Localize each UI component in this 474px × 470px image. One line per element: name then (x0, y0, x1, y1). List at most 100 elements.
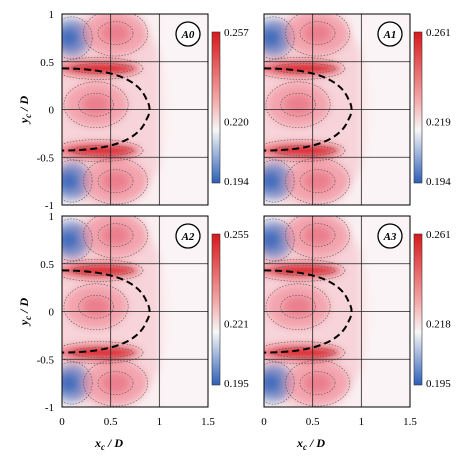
contour (299, 371, 336, 395)
cylinder-outline (263, 67, 353, 152)
cylinder-outline (61, 269, 151, 354)
y-tick-label: 0.5 (40, 57, 54, 69)
x-tick-label: 0 (261, 416, 267, 428)
y-axis-symbol: y (17, 117, 31, 125)
panel-tag: A3 (383, 231, 397, 243)
plot-frame (263, 13, 411, 206)
x-tick-label: 0.5 (306, 416, 320, 428)
contour (62, 139, 144, 162)
contour (285, 157, 350, 205)
colorbar: 0.255 0.221 0.195 (211, 229, 249, 390)
contour (83, 157, 148, 205)
contour (285, 216, 350, 259)
y-axis-sub: c (23, 316, 33, 320)
x-axis-symbol: x (94, 436, 101, 450)
grid-lines (62, 14, 208, 205)
low-core (264, 171, 281, 191)
contour (97, 223, 134, 247)
colorbar-label: 0.218 (426, 319, 451, 331)
contour (97, 169, 134, 193)
high-lobe-core (81, 94, 111, 116)
high-band-core (272, 63, 337, 74)
contour (264, 16, 295, 60)
contour (264, 341, 346, 364)
high-lobe-core (81, 296, 111, 318)
plot-frame (61, 215, 209, 408)
y-tick-label: -0.5 (37, 152, 55, 164)
x-axis-symbol: x (296, 436, 303, 450)
high-band-core (272, 265, 337, 276)
contour (97, 21, 134, 45)
contour (299, 169, 336, 193)
plot-frame (263, 215, 411, 408)
contour (264, 218, 295, 262)
contour (264, 57, 346, 80)
low-core (62, 230, 79, 250)
high-band-core (272, 347, 337, 358)
high-lobe-core (100, 22, 131, 44)
colorbar-bar (413, 31, 423, 184)
y-axis-rest: / D (17, 298, 31, 316)
colorbar: 0.261 0.218 0.195 (413, 229, 451, 390)
low-core (264, 373, 281, 393)
colorbar-label: 0.255 (224, 229, 249, 241)
cylinder-outline (61, 67, 151, 152)
contour (83, 14, 148, 57)
contour (62, 159, 93, 203)
panel-A3: A3 0 0.5 1 1.5 xc / D 0.261 0.218 0.195 (261, 215, 451, 452)
contour (299, 21, 336, 45)
high-lobe-core (302, 372, 333, 394)
contour (264, 361, 295, 405)
high-lobe-core (302, 224, 333, 246)
contour (78, 92, 114, 117)
high-lobe-core (283, 296, 313, 318)
x-tick-label: 0 (59, 416, 65, 428)
colorbar-label: 0.194 (224, 176, 249, 188)
high-lobe-core (302, 22, 333, 44)
panel-A0: A0 1 0.5 0 -0.5 -1 yc / D 0.257 0.220 0.194 (17, 9, 249, 212)
high-lobe-core (100, 170, 131, 192)
contour (63, 283, 129, 330)
cylinder-outline (263, 269, 353, 354)
contour-lines (62, 216, 148, 407)
contour (265, 283, 331, 330)
panel-tag: A1 (383, 29, 397, 41)
contour (285, 359, 350, 407)
contour (62, 259, 144, 282)
panel-tag: A0 (181, 29, 195, 41)
contour (71, 63, 134, 74)
colorbar-label: 0.221 (224, 319, 249, 331)
x-axis-rest: / D (105, 436, 123, 450)
colorbar-label: 0.261 (426, 229, 451, 241)
contour (280, 92, 316, 117)
grid-lines (62, 216, 208, 407)
y-tick-label: 0.5 (40, 259, 54, 271)
x-axis-sub: c (303, 442, 307, 452)
contour (265, 81, 331, 128)
y-tick-label: 1 (49, 211, 55, 223)
y-axis-rest: / D (17, 96, 31, 114)
low-core (62, 373, 79, 393)
x-tick-label: 0.5 (104, 416, 118, 428)
low-core (264, 230, 281, 250)
panel-tag-circle (175, 223, 201, 249)
high-band-core (70, 347, 135, 358)
panel-tag-circle (377, 21, 403, 47)
y-axis-label: yc / D (17, 298, 33, 328)
contour (285, 14, 350, 57)
x-tick-label: 1.5 (201, 416, 215, 428)
x-tick-label: 1.5 (403, 416, 417, 428)
high-lobe-core (100, 372, 131, 394)
low-core (264, 28, 281, 48)
panel-tag: A2 (181, 231, 195, 243)
high-lobe-core (100, 224, 131, 246)
contour (299, 223, 336, 247)
high-band-core (70, 63, 135, 74)
contour (280, 294, 316, 319)
panel-A1: A1 0.261 0.219 0.194 (263, 13, 451, 206)
colorbar-bar (211, 31, 221, 184)
colorbar-label: 0.195 (426, 378, 451, 390)
colorbar-label: 0.194 (426, 176, 451, 188)
